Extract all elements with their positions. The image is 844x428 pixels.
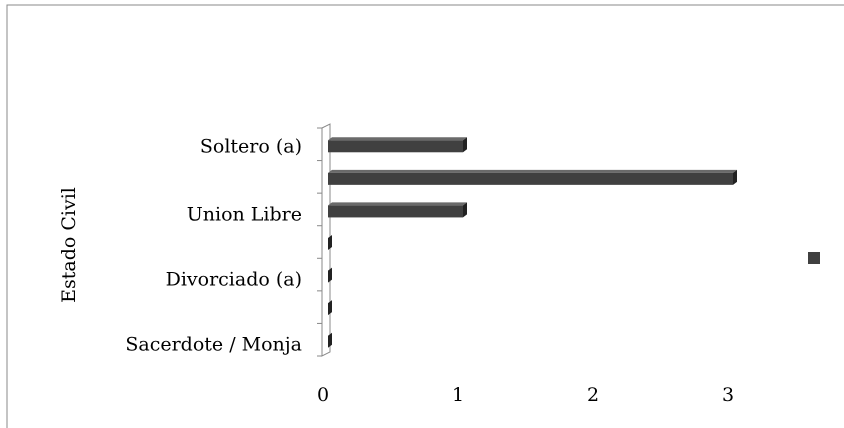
y-tick-label: Soltero (a) <box>200 135 302 157</box>
bar-top <box>328 202 467 206</box>
bar <box>328 205 463 218</box>
x-tick-label: 0 <box>317 384 329 406</box>
bar-side <box>328 332 332 348</box>
y-axis-title: Estado Civil <box>58 187 80 303</box>
x-tick-label: 2 <box>587 384 599 406</box>
chart-border <box>6 4 844 428</box>
bar <box>328 172 733 185</box>
bar-side <box>328 300 332 316</box>
bar-side <box>328 267 332 283</box>
x-tick-label: 1 <box>452 384 464 406</box>
x-tick-label: 3 <box>722 384 734 406</box>
bar-top <box>328 169 737 173</box>
bar-side <box>463 202 467 218</box>
y-tick-label: Sacerdote / Monja <box>125 334 302 356</box>
bar-side <box>463 137 467 153</box>
y-tick-label: Union Libre <box>187 203 302 225</box>
legend-swatch <box>808 252 820 264</box>
y-tick-label: Divorciado (a) <box>166 269 302 291</box>
bar-side <box>328 235 332 250</box>
bar <box>328 140 463 153</box>
bar-top <box>328 137 467 141</box>
bar-side <box>733 169 737 185</box>
